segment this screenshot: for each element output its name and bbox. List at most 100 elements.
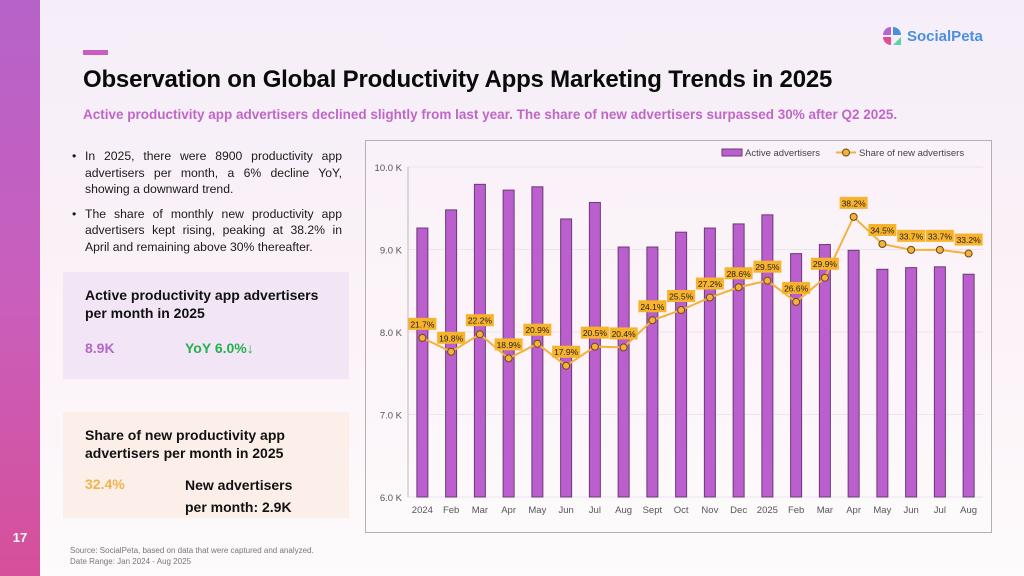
data-label: 34.5% — [870, 226, 895, 236]
bar-active-advertisers — [962, 273, 975, 498]
data-label: 24.1% — [640, 302, 665, 312]
card-title: Share of new productivity app advertiser… — [85, 427, 285, 461]
active-advertisers-value: 8.9K — [85, 340, 115, 356]
x-tick-label: Dec — [730, 505, 747, 516]
data-label: 29.5% — [755, 262, 780, 272]
data-label: 20.9% — [525, 325, 550, 335]
data-label: 21.7% — [410, 319, 435, 329]
data-label-box — [724, 267, 753, 280]
data-label-box — [667, 290, 696, 302]
x-tick-label: Sept — [643, 505, 663, 516]
bar-active-advertisers — [790, 253, 803, 498]
line-point — [964, 249, 973, 258]
data-label-box — [954, 233, 983, 246]
line-point — [935, 245, 944, 254]
data-label: 20.5% — [583, 328, 608, 338]
data-label: 22.2% — [468, 316, 493, 326]
page-number: 17 — [12, 530, 28, 545]
bar-active-advertisers — [933, 266, 946, 498]
yoy-change: YoY 6.0%↓ — [185, 340, 254, 356]
line-point — [533, 339, 542, 348]
bullet-item: • In 2025, there were 8900 productivity … — [70, 148, 342, 198]
data-label: 17.9% — [554, 347, 579, 357]
line-point — [907, 245, 916, 254]
new-advertisers-value: per month: 2.9K — [185, 499, 292, 515]
data-label-box — [753, 260, 782, 273]
line-point — [792, 297, 801, 306]
line-point — [648, 316, 657, 325]
card-title: Active productivity app advertisers per … — [85, 287, 319, 321]
data-label-box — [695, 277, 724, 290]
x-tick-label: 2025 — [757, 505, 778, 516]
brand-logo: SocialPeta — [882, 26, 983, 46]
bar-active-advertisers — [761, 214, 774, 498]
data-label-box — [580, 326, 609, 339]
x-tick-label: Apr — [846, 505, 861, 516]
data-label-box — [523, 323, 552, 336]
data-label: 18.9% — [497, 340, 522, 350]
page-title: Observation on Global Productivity Apps … — [83, 66, 833, 93]
data-label: 28.6% — [727, 269, 752, 279]
page-subtitle: Active productivity app advertisers decl… — [83, 107, 898, 122]
data-label: 19.8% — [439, 333, 464, 343]
x-tick-label: Feb — [788, 505, 804, 516]
line-point — [849, 212, 858, 221]
bullet-text: The share of monthly new productivity ap… — [85, 206, 342, 254]
line-point — [820, 273, 829, 282]
line-point — [475, 330, 484, 339]
line-point — [763, 276, 772, 285]
line-point — [590, 342, 599, 351]
logo-text: SocialPeta — [907, 27, 983, 45]
bar-active-advertisers — [473, 183, 486, 498]
y-tick-label: 7.0 K — [380, 411, 403, 422]
x-tick-label: Jun — [558, 505, 573, 516]
y-tick-label: 6.0 K — [380, 493, 403, 504]
bar-active-advertisers — [646, 246, 659, 498]
data-label: 29.9% — [813, 259, 838, 269]
line-point — [705, 293, 714, 302]
data-label-box — [839, 196, 868, 209]
legend-label: Active advertisers — [745, 148, 820, 159]
line-point — [878, 240, 887, 248]
combo-chart: 6.0 K 7.0 K 8.0 K 9.0 K 10.0 K 2024 Feb Mar Apr M… — [375, 148, 983, 516]
line-point — [677, 306, 686, 314]
x-tick-label: Feb — [443, 505, 459, 516]
data-label: 38.2% — [842, 198, 867, 208]
data-label-box — [897, 229, 926, 242]
line-point — [734, 283, 743, 292]
data-label-box — [494, 338, 523, 351]
x-tick-label: Apr — [501, 505, 516, 516]
bullet-dot: • — [72, 149, 77, 163]
x-tick-label: Nov — [701, 505, 718, 516]
bullet-list: • In 2025, there were 8900 productivity … — [70, 148, 342, 263]
legend-swatch-bar — [721, 148, 743, 157]
bar-active-advertisers — [560, 218, 573, 498]
x-tick-label: May — [528, 505, 546, 516]
data-label: 25.5% — [669, 292, 694, 302]
legend-swatch-point — [842, 148, 850, 157]
line-share-new-advertisers — [421, 215, 969, 367]
new-advertisers-share-card: Share of new productivity app advertiser… — [63, 412, 349, 518]
x-tick-label: Oct — [674, 505, 689, 516]
data-label: 33.2% — [957, 235, 982, 245]
line-point — [619, 343, 628, 352]
active-advertisers-card: Active productivity app advertisers per … — [63, 272, 349, 379]
data-label-box — [552, 345, 581, 358]
source-note: Source: SocialPeta, based on data that w… — [70, 545, 314, 567]
x-tick-label: Aug — [960, 505, 977, 516]
bullet-text: In 2025, there were 8900 productivity ap… — [85, 149, 342, 196]
chart-container: 6.0 K 7.0 K 8.0 K 9.0 K 10.0 K 2024 Feb Mar Apr M… — [365, 140, 992, 533]
data-label-box — [638, 300, 667, 313]
bar-active-advertisers — [732, 223, 745, 498]
bar-active-advertisers — [905, 267, 918, 498]
bar-active-advertisers — [617, 246, 630, 498]
line-point — [418, 333, 427, 342]
line-point — [447, 347, 456, 356]
x-tick-label: Jul — [589, 505, 601, 516]
line-point — [562, 361, 571, 370]
y-tick-label: 9.0 K — [380, 246, 403, 257]
bar-active-advertisers — [675, 231, 688, 498]
data-label-box — [609, 327, 638, 340]
date-range-line: Date Range: Jan 2024 - Aug 2025 — [70, 557, 191, 566]
data-label-box — [782, 281, 811, 294]
